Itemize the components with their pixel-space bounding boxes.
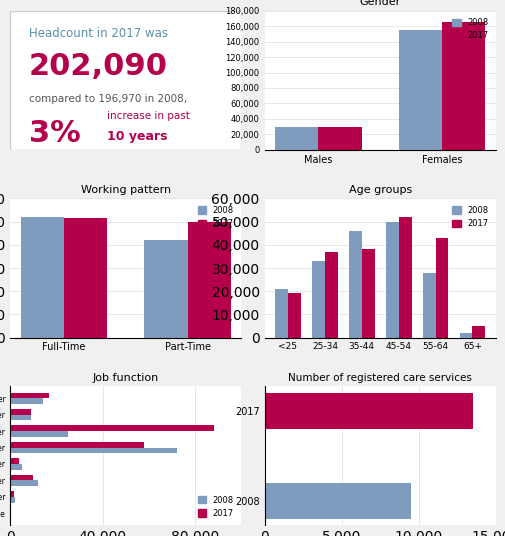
Legend: 2008, 2017: 2008, 2017 xyxy=(194,492,237,521)
Title: Gender: Gender xyxy=(359,0,400,7)
Bar xyxy=(318,126,361,150)
Bar xyxy=(10,409,31,415)
Bar xyxy=(472,326,484,338)
Bar xyxy=(10,392,49,398)
Bar xyxy=(275,289,287,338)
Text: increase in past: increase in past xyxy=(107,111,190,121)
Legend: 2008, 2017: 2008, 2017 xyxy=(448,15,491,44)
Bar xyxy=(275,126,318,150)
Bar xyxy=(10,448,176,453)
Legend: 2008, 2017: 2008, 2017 xyxy=(194,203,237,232)
Bar xyxy=(10,398,42,404)
Bar xyxy=(10,464,22,470)
Bar xyxy=(10,431,68,437)
Bar xyxy=(287,294,300,338)
Bar xyxy=(264,392,472,429)
Text: 3%: 3% xyxy=(29,119,80,148)
Title: Job function: Job function xyxy=(92,373,159,383)
FancyBboxPatch shape xyxy=(10,11,241,150)
Bar xyxy=(441,23,484,150)
Bar xyxy=(312,261,324,338)
Bar xyxy=(64,218,107,338)
Bar xyxy=(435,238,447,338)
Bar xyxy=(385,222,398,338)
Bar xyxy=(398,30,441,150)
Bar xyxy=(10,480,38,486)
Title: Working pattern: Working pattern xyxy=(81,185,171,195)
Legend: 2008, 2017: 2008, 2017 xyxy=(448,203,491,232)
Bar xyxy=(422,273,435,338)
Bar xyxy=(459,333,472,338)
Text: compared to 196,970 in 2008,: compared to 196,970 in 2008, xyxy=(29,94,186,104)
Bar xyxy=(10,497,15,503)
Bar xyxy=(324,252,337,338)
Bar xyxy=(10,442,144,448)
Bar xyxy=(398,217,411,338)
Text: Headcount in 2017 was: Headcount in 2017 was xyxy=(29,27,167,40)
Bar xyxy=(21,217,64,338)
Bar xyxy=(10,491,14,497)
Bar xyxy=(144,240,187,338)
Bar xyxy=(348,231,361,338)
Title: Age groups: Age groups xyxy=(348,185,411,195)
Bar xyxy=(10,415,31,420)
Bar xyxy=(10,474,33,480)
Text: 202,090: 202,090 xyxy=(29,53,167,81)
Bar xyxy=(10,508,11,513)
Text: 10 years: 10 years xyxy=(107,130,168,143)
Bar xyxy=(10,458,19,464)
Bar xyxy=(361,249,374,338)
Bar xyxy=(264,483,410,519)
Title: Number of registered care services: Number of registered care services xyxy=(288,373,471,383)
Bar xyxy=(10,513,11,519)
Bar xyxy=(10,426,213,431)
Bar xyxy=(187,222,230,338)
